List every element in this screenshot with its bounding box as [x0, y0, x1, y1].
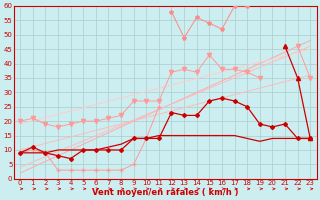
X-axis label: Vent moyen/en rafales ( km/h ): Vent moyen/en rafales ( km/h )	[92, 188, 238, 197]
